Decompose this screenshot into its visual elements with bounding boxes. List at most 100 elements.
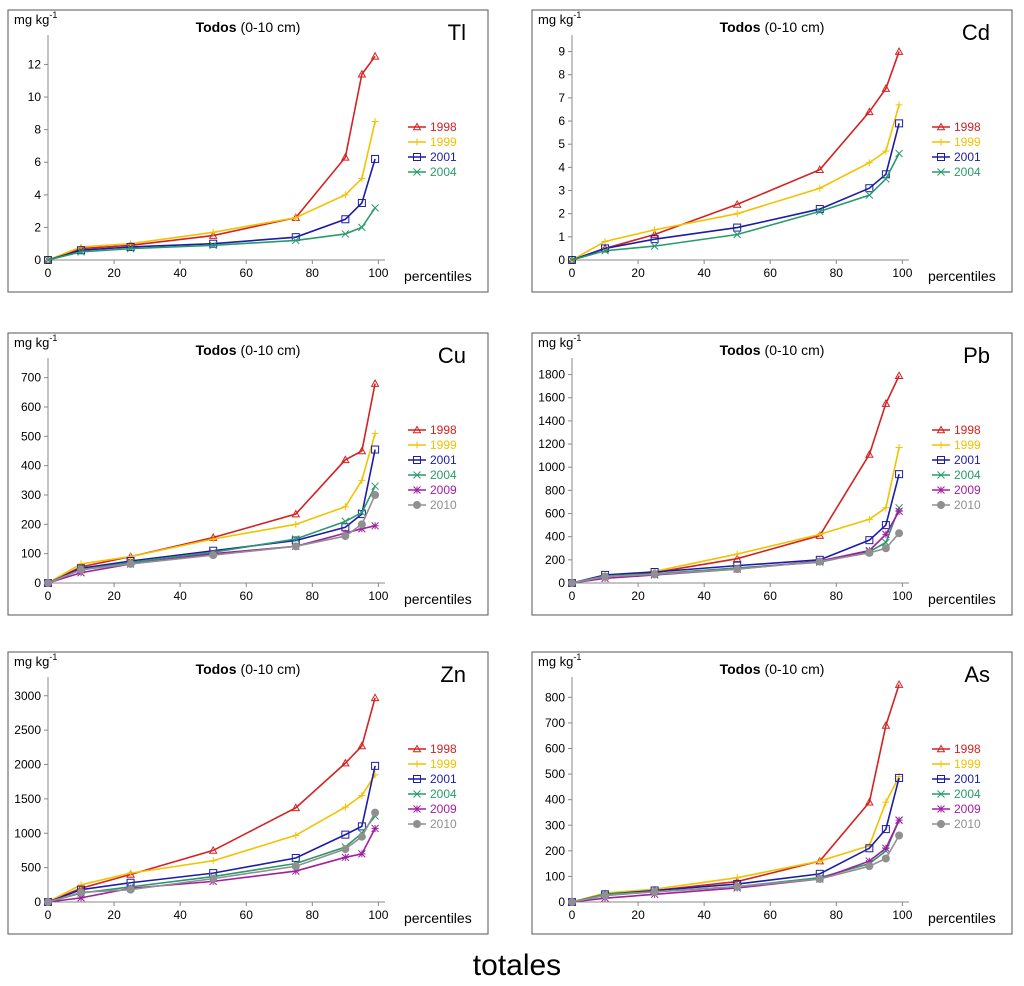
marker-shape (895, 507, 903, 516)
marker (865, 515, 873, 523)
x-tick-label: 80 (306, 266, 320, 280)
marker (371, 761, 380, 770)
marker (77, 246, 86, 255)
marker-shape (882, 147, 890, 155)
marker-shape (357, 69, 367, 78)
y-axis-label-unit: mg kg (14, 654, 49, 669)
marker (341, 845, 350, 854)
marker-shape (413, 790, 421, 798)
y-tick-label: 100 (545, 869, 565, 883)
marker-shape (865, 844, 874, 853)
x-tick-label: 40 (173, 266, 187, 280)
y-axis-label: mg kg-1 (538, 652, 581, 669)
marker (44, 256, 52, 264)
marker-shape (895, 816, 903, 824)
chart-title: Todos (0-10 cm) (720, 342, 825, 358)
chart-title: Todos (0-10 cm) (196, 661, 301, 677)
marker-shape (77, 246, 86, 255)
marker (815, 874, 824, 883)
marker-shape (937, 805, 945, 813)
element-label: Cu (438, 343, 466, 368)
series-line (571, 473, 900, 584)
legend-label: 1998 (954, 423, 981, 437)
series-line (571, 375, 900, 584)
marker-shape (357, 822, 366, 831)
marker (357, 832, 366, 841)
element-label: Zn (440, 662, 466, 687)
marker-shape (568, 898, 576, 906)
marker-shape (209, 857, 217, 865)
marker-shape (413, 471, 421, 479)
marker (341, 758, 350, 767)
panel-border (7, 332, 489, 616)
marker-shape (937, 486, 945, 494)
marker-shape (413, 168, 421, 176)
y-axis-label: mg kg-1 (14, 333, 57, 350)
marker-shape (44, 898, 52, 906)
legend-label: 2009 (430, 802, 457, 816)
marker-shape (937, 471, 945, 479)
marker-shape (413, 441, 421, 449)
marker-shape (127, 553, 135, 561)
marker (816, 530, 824, 538)
x-tick-label: 100 (892, 589, 912, 603)
marker (341, 853, 350, 862)
marker-shape (413, 456, 421, 464)
marker-shape (650, 887, 659, 896)
marker (208, 231, 218, 239)
marker-shape (937, 820, 945, 828)
y-tick-label: 300 (21, 488, 41, 502)
y-tick-label: 2500 (14, 723, 41, 737)
y-axis-label: mg kg-1 (538, 333, 581, 350)
y-tick-label: 3000 (14, 689, 41, 703)
y-tick-label: 1000 (538, 460, 565, 474)
marker-shape (881, 720, 891, 729)
marker-shape (413, 760, 421, 768)
y-tick-label: 8 (558, 68, 565, 82)
marker-shape (733, 210, 741, 218)
marker-shape (412, 744, 422, 753)
x-tick-label: 20 (107, 589, 121, 603)
marker (358, 524, 366, 533)
marker (209, 874, 218, 883)
marker (937, 153, 945, 161)
marker-shape (126, 559, 135, 568)
marker (895, 507, 903, 516)
marker (895, 101, 903, 109)
marker (937, 486, 945, 494)
marker (412, 122, 422, 131)
marker-shape (816, 530, 824, 538)
marker-shape (882, 175, 890, 183)
marker (413, 486, 421, 494)
y-tick-label: 500 (545, 767, 565, 781)
x-tick-label: 0 (45, 908, 52, 922)
marker-shape (733, 550, 741, 558)
chart-title-rest: (0-10 cm) (241, 19, 301, 35)
legend-label: 1999 (954, 438, 981, 452)
marker (413, 168, 421, 176)
marker (733, 882, 742, 891)
marker (209, 857, 217, 865)
marker-shape (77, 881, 85, 889)
y-axis-label-exponent: -1 (573, 652, 581, 662)
marker-shape (865, 797, 874, 806)
chart-title-bold: Todos (196, 661, 237, 677)
x-tick-label: 0 (45, 589, 52, 603)
marker-shape (937, 138, 945, 146)
marker (412, 744, 422, 753)
marker-shape (895, 831, 904, 840)
x-tick-label: 80 (830, 589, 844, 603)
y-tick-label: 4 (34, 188, 41, 202)
y-axis-label-exponent: -1 (49, 10, 57, 20)
marker (291, 803, 301, 812)
marker (413, 471, 421, 479)
marker-shape (341, 758, 350, 767)
marker (865, 857, 874, 865)
marker-shape (865, 159, 873, 167)
marker (77, 888, 86, 897)
series-line (47, 697, 376, 903)
marker (341, 152, 350, 161)
marker (341, 215, 350, 224)
marker-shape (881, 544, 890, 553)
